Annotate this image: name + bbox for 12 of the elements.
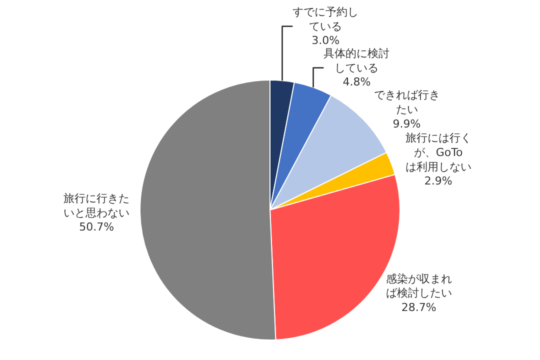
slice-label: 旅行に行きたいと思わない bbox=[64, 192, 130, 220]
data-label: 4.8% bbox=[342, 76, 371, 89]
slice-label: できれば行きたい bbox=[374, 88, 440, 116]
slice-label: 旅行には行くが、GoToは利用しない bbox=[405, 132, 472, 174]
data-label: 50.7% bbox=[79, 220, 114, 234]
slice-label: すでに予約している bbox=[292, 5, 359, 33]
slice-label: 感染が収まれば検討したい bbox=[386, 272, 452, 300]
data-label: 3.0% bbox=[312, 34, 340, 48]
data-label: 9.9% bbox=[392, 117, 421, 130]
data-label: 2.9% bbox=[424, 174, 452, 188]
slice-label: 具体的に検討している bbox=[324, 47, 390, 74]
data-label: 28.7% bbox=[401, 301, 436, 314]
